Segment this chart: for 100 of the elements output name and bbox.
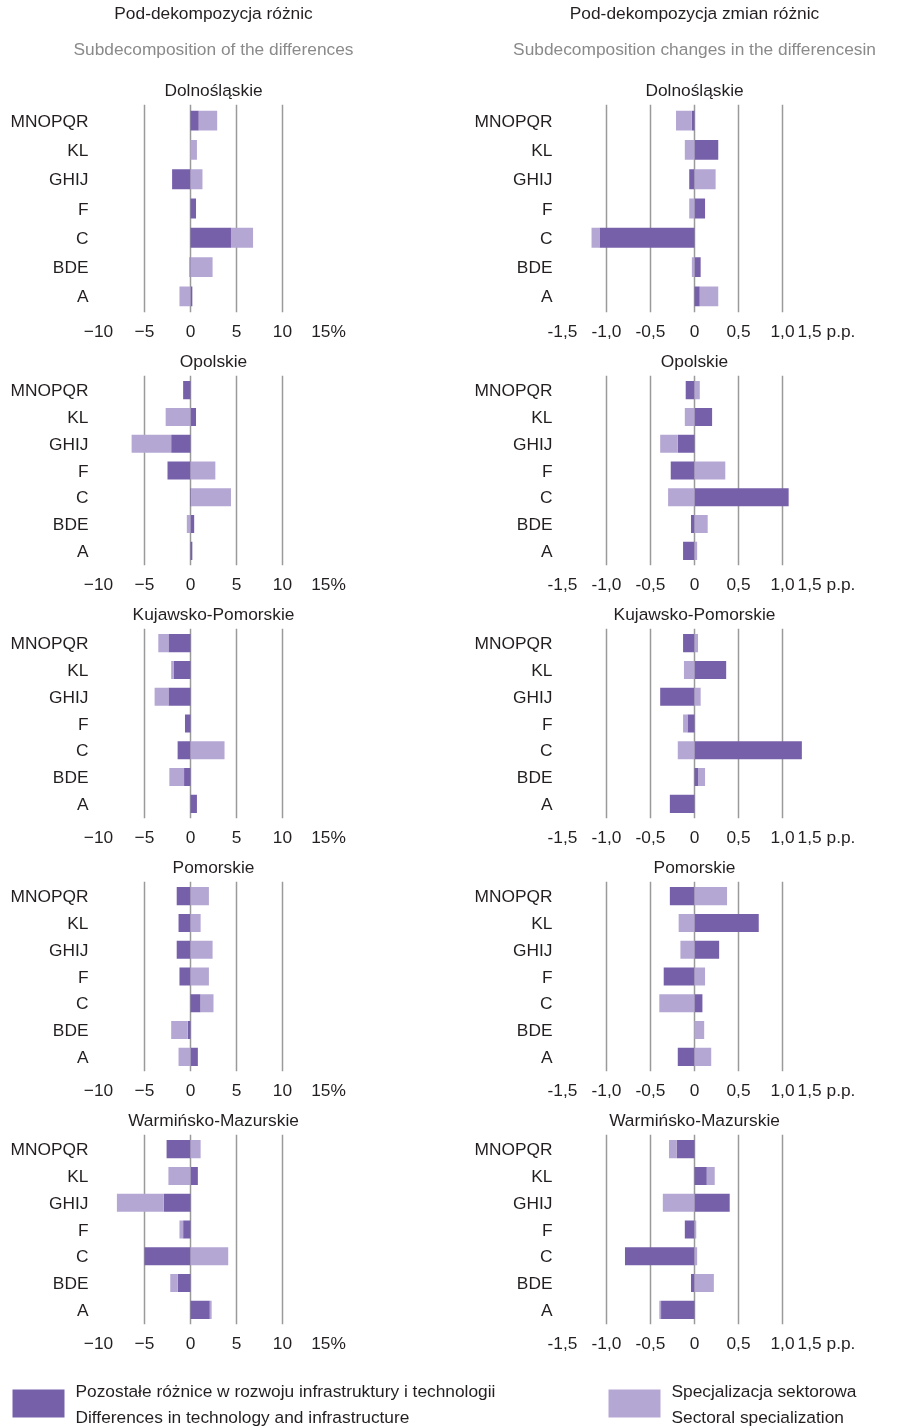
x-tick-label: 1,5 p.p. — [797, 1079, 856, 1100]
x-tick-label: -1,5 — [547, 826, 578, 847]
y-tick-label: MNOPQR — [10, 380, 89, 401]
chart-title: Pomorskie — [653, 856, 736, 877]
x-tick-label: 10 — [272, 826, 293, 847]
x-tick-label: 0,5 — [726, 826, 751, 847]
x-tick-label: 1,0 — [770, 1332, 795, 1353]
chart-title: Dolnośląskie — [164, 79, 263, 100]
y-tick-label: A — [540, 1046, 553, 1067]
chart-title: Warmińsko-Mazurskie — [609, 1109, 780, 1130]
y-tick-label: A — [540, 1299, 553, 1320]
x-tick-label: -0,5 — [635, 826, 666, 847]
x-tick-label: -1,5 — [547, 1332, 578, 1353]
x-tick-label: 1,0 — [770, 1079, 795, 1100]
y-tick-label: C — [75, 740, 89, 761]
x-tick-label: -1,0 — [591, 826, 622, 847]
y-tick-label: C — [539, 487, 553, 508]
x-tick-label: -1,0 — [591, 1079, 622, 1100]
y-tick-label: BDE — [52, 767, 89, 788]
y-tick-label: KL — [531, 912, 553, 933]
y-tick-label: BDE — [52, 1020, 89, 1041]
x-tick-label: −10 — [83, 573, 114, 594]
y-tick-label: F — [77, 713, 89, 734]
y-tick-label: BDE — [516, 257, 553, 278]
chart-title: Warmińsko-Mazurskie — [128, 1109, 299, 1130]
text: Subdecomposition changes in the differencesin — [513, 38, 876, 59]
y-tick-label: C — [539, 740, 553, 761]
chart-title: Kujawsko-Pomorskie — [613, 603, 776, 624]
y-tick-label: BDE — [52, 514, 89, 535]
y-tick-label: F — [77, 966, 89, 987]
x-tick-label: -1,5 — [547, 320, 578, 341]
y-tick-label: GHIJ — [513, 169, 553, 190]
x-tick-label: 10 — [272, 320, 293, 341]
x-tick-label: 0 — [185, 573, 196, 594]
x-tick-label: 0 — [185, 1332, 196, 1353]
y-tick-label: A — [76, 793, 89, 814]
y-tick-label: C — [75, 227, 89, 248]
y-tick-label: KL — [67, 912, 89, 933]
x-tick-label: 0 — [689, 320, 700, 341]
x-tick-label: −5 — [134, 573, 155, 594]
x-tick-label: 0,5 — [726, 573, 751, 594]
y-tick-label: BDE — [516, 514, 553, 535]
y-tick-label: KL — [531, 659, 553, 680]
y-tick-label: A — [540, 286, 553, 307]
x-tick-label: -0,5 — [635, 1079, 666, 1100]
x-tick-label: 15% — [311, 573, 346, 594]
x-tick-label: −10 — [83, 1332, 114, 1353]
x-tick-label: 1,5 p.p. — [797, 826, 856, 847]
x-tick-label: -1,5 — [547, 1079, 578, 1100]
x-tick-label: -0,5 — [635, 1332, 666, 1353]
y-tick-label: KL — [531, 139, 553, 160]
chart-title: Pomorskie — [172, 856, 255, 877]
y-tick-label: F — [77, 198, 89, 219]
y-tick-label: BDE — [516, 1020, 553, 1041]
text: Subdecomposition of the differences — [73, 38, 354, 59]
x-tick-label: 1,0 — [770, 573, 795, 594]
legend-label: Pozostałe różnice w rozwoju infrastruktury i technologii Differences in technology and infrastructure — [75, 1380, 496, 1427]
x-tick-label: 0 — [689, 826, 700, 847]
y-tick-label: A — [540, 793, 553, 814]
x-tick-label: -1,0 — [591, 573, 622, 594]
chart-title: Opolskie — [660, 350, 729, 371]
y-tick-label: KL — [67, 139, 89, 160]
y-tick-label: GHIJ — [49, 433, 89, 454]
y-tick-label: KL — [67, 1165, 89, 1186]
x-tick-label: 0,5 — [726, 320, 751, 341]
x-tick-label: 15% — [311, 1079, 346, 1100]
y-tick-label: A — [540, 540, 553, 561]
x-tick-label: 1,5 p.p. — [797, 1332, 856, 1353]
y-tick-label: GHIJ — [513, 939, 553, 960]
y-tick-label: F — [77, 1219, 89, 1240]
x-tick-label: -1,5 — [547, 573, 578, 594]
y-tick-label: GHIJ — [513, 433, 553, 454]
x-tick-label: −10 — [83, 826, 114, 847]
x-tick-label: 0 — [689, 573, 700, 594]
y-tick-label: MNOPQR — [474, 380, 553, 401]
y-tick-label: A — [76, 540, 89, 561]
y-tick-label: MNOPQR — [10, 110, 89, 131]
chart-title: Opolskie — [179, 350, 248, 371]
legend-label: Specjalizacja sektorowa Sectoral specialization — [671, 1380, 857, 1427]
y-tick-label: GHIJ — [49, 169, 89, 190]
y-tick-label: C — [539, 227, 553, 248]
chart-title: Kujawsko-Pomorskie — [132, 603, 295, 624]
x-tick-label: 10 — [272, 573, 293, 594]
y-tick-label: C — [539, 1246, 553, 1267]
x-tick-label: 0 — [689, 1079, 700, 1100]
y-tick-label: GHIJ — [513, 1192, 553, 1213]
chart-title: Dolnośląskie — [645, 79, 744, 100]
x-tick-label: -0,5 — [635, 320, 666, 341]
y-tick-label: BDE — [516, 767, 553, 788]
y-tick-label: BDE — [52, 1273, 89, 1294]
x-tick-label: 0,5 — [726, 1079, 751, 1100]
y-tick-label: KL — [531, 1165, 553, 1186]
y-tick-label: GHIJ — [513, 686, 553, 707]
y-tick-label: A — [76, 1046, 89, 1067]
y-tick-label: F — [541, 966, 553, 987]
y-tick-label: C — [75, 487, 89, 508]
x-tick-label: -1,0 — [591, 320, 622, 341]
y-tick-label: F — [541, 198, 553, 219]
y-tick-label: F — [77, 460, 89, 481]
y-tick-label: KL — [531, 406, 553, 427]
